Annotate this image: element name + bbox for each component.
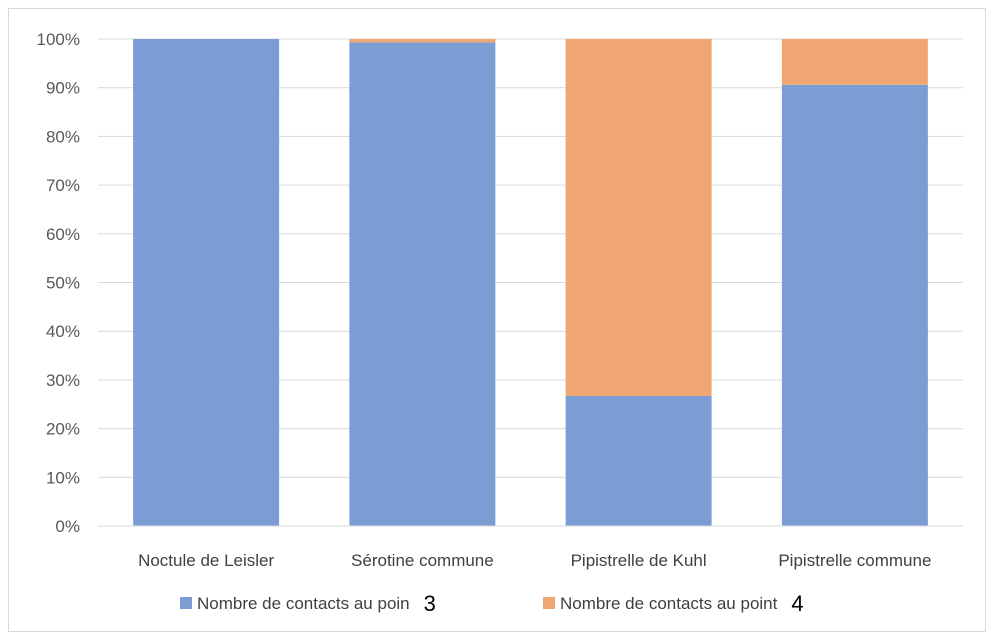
- bar-segment-series-1: [781, 84, 928, 526]
- y-tick-label: 60%: [46, 225, 80, 244]
- x-category-label: Noctule de Leisler: [138, 551, 274, 570]
- y-axis-ticks: 0% 10% 20% 30% 40% 50% 60% 70% 80% 90% 100%: [37, 30, 80, 536]
- legend: Nombre de contacts au poin 3 Nombre de con…: [180, 591, 804, 616]
- legend-label: Nombre de contacts au poin: [197, 594, 410, 613]
- y-tick-label: 20%: [46, 420, 80, 439]
- bar-segment-series-1: [565, 395, 712, 526]
- y-tick-label: 70%: [46, 176, 80, 195]
- y-tick-label: 80%: [46, 127, 80, 146]
- bars: [133, 39, 928, 527]
- legend-swatch: [180, 597, 192, 609]
- bar-segment-series-2: [781, 39, 928, 85]
- bar-segment-series-1: [349, 42, 496, 527]
- bar-segment-series-2: [565, 39, 712, 396]
- x-category-label: Pipistrelle de Kuhl: [571, 551, 707, 570]
- x-category-label: Pipistrelle commune: [778, 551, 931, 570]
- legend-label-suffix: 3: [424, 591, 436, 616]
- y-tick-label: 100%: [37, 30, 80, 49]
- y-tick-label: 30%: [46, 371, 80, 390]
- bar-segment-series-2: [349, 39, 496, 43]
- y-tick-label: 40%: [46, 322, 80, 341]
- y-tick-label: 0%: [55, 517, 80, 536]
- legend-swatch: [543, 597, 555, 609]
- bar-segment-series-1: [133, 39, 280, 526]
- legend-label-suffix: 4: [791, 591, 803, 616]
- y-tick-label: 50%: [46, 274, 80, 293]
- x-category-label: Sérotine commune: [351, 551, 494, 570]
- y-tick-label: 90%: [46, 79, 80, 98]
- y-tick-label: 10%: [46, 468, 80, 487]
- x-axis-categories: Noctule de Leisler Sérotine commune Pipist…: [138, 551, 931, 570]
- legend-label: Nombre de contacts au point: [560, 594, 778, 613]
